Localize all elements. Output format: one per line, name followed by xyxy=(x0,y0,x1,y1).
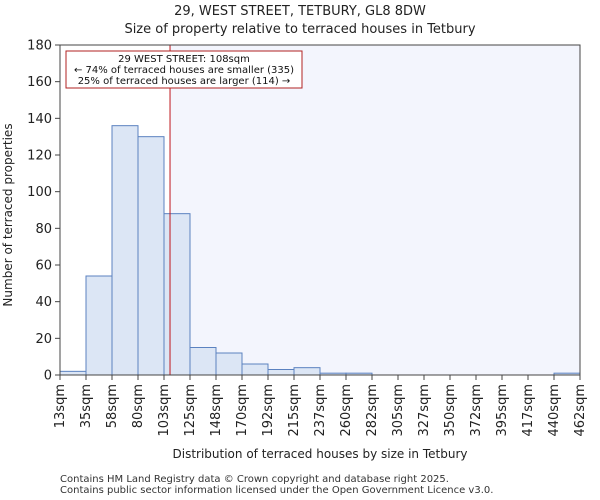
y-axis-label: Number of terraced properties xyxy=(1,123,15,306)
histogram-bar xyxy=(189,347,217,376)
x-tick-label: 417sqm xyxy=(521,384,536,437)
y-tick-label: 0 xyxy=(44,369,52,384)
x-tick-label: 192sqm xyxy=(261,384,276,437)
y-tick-label: 100 xyxy=(27,185,52,200)
histogram-bar xyxy=(111,125,139,376)
x-tick-label: 148sqm xyxy=(209,384,224,437)
y-tick-label: 20 xyxy=(35,332,52,347)
y-tick-label: 180 xyxy=(27,39,52,54)
x-tick-label: 125sqm xyxy=(183,384,198,437)
annotation-box: 29 WEST STREET: 108sqm ← 74% of terraced… xyxy=(65,50,303,89)
x-tick-label: 282sqm xyxy=(365,384,380,437)
x-tick-label: 462sqm xyxy=(573,384,588,437)
larger-region-highlight xyxy=(170,45,580,375)
histogram-bar xyxy=(163,213,191,376)
footer-line-1: Contains HM Land Registry data © Crown c… xyxy=(60,474,449,485)
x-tick-label: 305sqm xyxy=(391,384,406,437)
y-tick-label: 120 xyxy=(27,149,52,164)
y-tick-label: 140 xyxy=(27,112,52,127)
x-tick-label: 103sqm xyxy=(157,384,172,437)
annotation-line-3: 25% of terraced houses are larger (114) … xyxy=(78,76,291,87)
annotation-line-1: 29 WEST STREET: 108sqm xyxy=(118,54,250,65)
histogram-bar xyxy=(241,363,269,376)
histogram-bar xyxy=(85,275,113,376)
y-tick-label: 40 xyxy=(35,295,52,310)
x-axis-label: Distribution of terraced houses by size … xyxy=(173,447,468,461)
x-tick-label: 327sqm xyxy=(417,384,432,437)
x-tick-label: 13sqm xyxy=(53,384,68,428)
histogram-bar xyxy=(267,369,295,376)
annotation-line-2: ← 74% of terraced houses are smaller (33… xyxy=(74,65,294,76)
x-tick-label: 372sqm xyxy=(469,384,484,437)
chart-title: 29, WEST STREET, TETBURY, GL8 8DW xyxy=(174,4,426,19)
x-tick-label: 237sqm xyxy=(313,384,328,437)
x-tick-label: 58sqm xyxy=(105,384,120,428)
y-tick-label: 60 xyxy=(35,259,52,274)
x-tick-label: 260sqm xyxy=(339,384,354,437)
x-tick-label: 35sqm xyxy=(79,384,94,428)
x-tick-label: 395sqm xyxy=(495,384,510,437)
histogram-bar xyxy=(137,136,165,376)
histogram-bar xyxy=(293,367,321,376)
x-tick-label: 170sqm xyxy=(235,384,250,437)
x-tick-label: 80sqm xyxy=(131,384,146,428)
histogram-bar xyxy=(215,352,243,376)
histogram-bar xyxy=(59,370,87,376)
chart-subtitle: Size of property relative to terraced ho… xyxy=(124,22,476,37)
plot-frame xyxy=(59,44,581,376)
y-tick-label: 160 xyxy=(27,75,52,90)
x-tick-label: 440sqm xyxy=(547,384,562,437)
x-tick-label: 350sqm xyxy=(443,384,458,437)
x-tick-label: 215sqm xyxy=(287,384,302,437)
footer-line-2: Contains public sector information licen… xyxy=(60,485,494,496)
y-tick-label: 80 xyxy=(35,222,52,237)
